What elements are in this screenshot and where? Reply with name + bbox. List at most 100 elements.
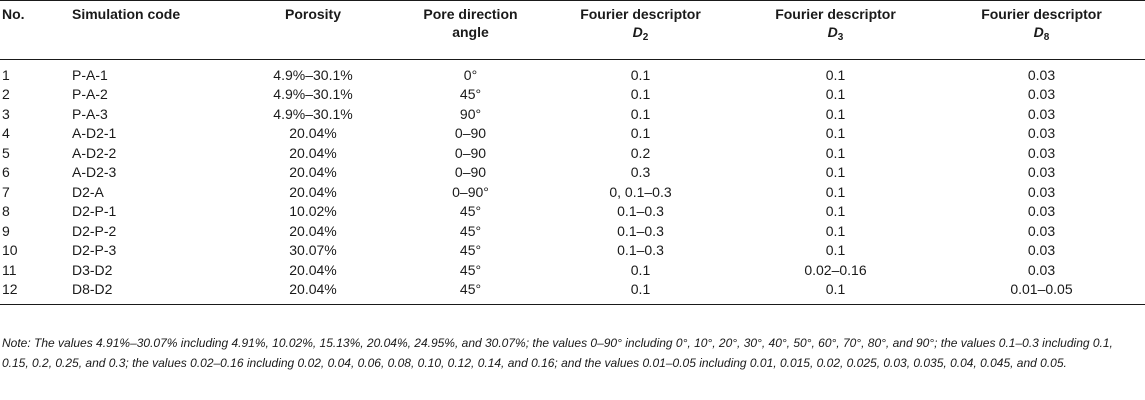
header-fourier-d3-line1: Fourier descriptor (775, 6, 896, 22)
cell-pore-direction-angle: 45° (459, 261, 482, 278)
cell-simulation-code: D8-D2 (72, 280, 113, 297)
header-porosity-label: Porosity (284, 6, 341, 22)
cell-simulation-code: P-A-2 (72, 86, 108, 103)
header-pore-direction-line2: angle (452, 24, 489, 40)
cell-porosity: 20.04% (289, 144, 337, 161)
table-row: 1 P-A-1 4.9%–30.1% 0° 0.1 0.1 0.03 (0, 60, 1145, 85)
cell-porosity: 4.9%–30.1% (273, 67, 353, 84)
cell-fourier-d8: 0.03 (1027, 67, 1056, 84)
cell-fourier-d2: 0.1–0.3 (617, 242, 664, 259)
table-row: 10 D2-P-3 30.07% 45° 0.1–0.3 0.1 0.03 (0, 241, 1145, 261)
cell-fourier-d3: 0.1 (825, 125, 846, 142)
cell-no: 4 (2, 125, 10, 142)
cell-simulation-code: D2-A (72, 183, 104, 200)
cell-fourier-d3: 0.1 (825, 203, 846, 220)
header-pore-direction-angle: Pore direction angle (393, 1, 548, 60)
cell-porosity: 20.04% (289, 125, 337, 142)
cell-fourier-d2: 0.1–0.3 (617, 222, 664, 239)
simulation-table-container: No. Simulation code Porosity Pore direct… (0, 0, 1145, 305)
simulation-parameters-table: No. Simulation code Porosity Pore direct… (0, 0, 1145, 305)
cell-no: 10 (2, 242, 18, 259)
cell-porosity: 20.04% (289, 222, 337, 239)
cell-pore-direction-angle: 90° (459, 105, 482, 122)
cell-porosity: 20.04% (289, 183, 337, 200)
cell-no: 6 (2, 164, 10, 181)
cell-pore-direction-angle: 0–90 (454, 125, 487, 142)
cell-no: 7 (2, 183, 10, 200)
cell-no: 12 (2, 280, 18, 297)
cell-simulation-code: D2-P-1 (72, 203, 117, 220)
header-no: No. (0, 1, 68, 60)
header-porosity: Porosity (233, 1, 393, 60)
cell-pore-direction-angle: 45° (459, 86, 482, 103)
header-fourier-d3-symbol: D3 (827, 24, 844, 43)
cell-porosity: 30.07% (289, 242, 337, 259)
cell-no: 9 (2, 222, 10, 239)
cell-porosity: 4.9%–30.1% (273, 105, 353, 122)
cell-simulation-code: D2-P-2 (72, 222, 117, 239)
table-header: No. Simulation code Porosity Pore direct… (0, 0, 1145, 60)
cell-fourier-d3: 0.1 (825, 164, 846, 181)
table-body: 1 P-A-1 4.9%–30.1% 0° 0.1 0.1 0.03 2 P-A-2 4.9%–3… (0, 60, 1145, 305)
cell-fourier-d8: 0.01–0.05 (1010, 280, 1073, 297)
cell-fourier-d8: 0.03 (1027, 86, 1056, 103)
cell-fourier-d2: 0.1–0.3 (617, 203, 664, 220)
table-row: 11 D3-D2 20.04% 45° 0.1 0.02–0.16 0.03 (0, 260, 1145, 280)
cell-fourier-d3: 0.1 (825, 86, 846, 103)
table-row: 3 P-A-3 4.9%–30.1% 90° 0.1 0.1 0.03 (0, 104, 1145, 124)
cell-fourier-d8: 0.03 (1027, 183, 1056, 200)
cell-pore-direction-angle: 0–90 (454, 164, 487, 181)
cell-fourier-d2: 0.1 (630, 105, 651, 122)
header-simulation-code: Simulation code (68, 1, 233, 60)
header-no-label: No. (2, 6, 25, 22)
cell-no: 3 (2, 105, 10, 122)
cell-pore-direction-angle: 45° (459, 242, 482, 259)
cell-porosity: 10.02% (289, 203, 337, 220)
table-row: 8 D2-P-1 10.02% 45° 0.1–0.3 0.1 0.03 (0, 202, 1145, 222)
header-row: No. Simulation code Porosity Pore direct… (0, 0, 1145, 60)
cell-simulation-code: D2-P-3 (72, 242, 117, 259)
cell-porosity: 20.04% (289, 164, 337, 181)
cell-fourier-d2: 0.1 (630, 261, 651, 278)
header-simulation-code-label: Simulation code (72, 6, 181, 22)
cell-porosity: 20.04% (289, 280, 337, 297)
cell-fourier-d3: 0.1 (825, 105, 846, 122)
cell-fourier-d2: 0.1 (630, 67, 651, 84)
cell-fourier-d2: 0, 0.1–0.3 (609, 183, 672, 200)
header-fourier-d8-symbol: D8 (1033, 24, 1050, 43)
cell-pore-direction-angle: 0–90 (454, 144, 487, 161)
cell-no: 2 (2, 86, 10, 103)
cell-fourier-d2: 0.2 (630, 144, 651, 161)
cell-fourier-d2: 0.1 (630, 86, 651, 103)
cell-fourier-d2: 0.1 (630, 125, 651, 142)
cell-fourier-d8: 0.03 (1027, 261, 1056, 278)
header-fourier-d3: Fourier descriptor D3 (733, 1, 938, 60)
header-fourier-d2-line1: Fourier descriptor (580, 6, 701, 22)
cell-fourier-d3: 0.1 (825, 242, 846, 259)
header-fourier-d2: Fourier descriptor D2 (548, 1, 733, 60)
cell-no: 8 (2, 203, 10, 220)
cell-fourier-d8: 0.03 (1027, 242, 1056, 259)
header-fourier-d8-line1: Fourier descriptor (981, 6, 1102, 22)
table-row: 4 A-D2-1 20.04% 0–90 0.1 0.1 0.03 (0, 124, 1145, 144)
table-row: 12 D8-D2 20.04% 45° 0.1 0.1 0.01–0.05 (0, 280, 1145, 305)
cell-pore-direction-angle: 45° (459, 222, 482, 239)
cell-fourier-d8: 0.03 (1027, 125, 1056, 142)
header-pore-direction-line1: Pore direction (423, 6, 518, 22)
cell-fourier-d3: 0.1 (825, 183, 846, 200)
cell-porosity: 4.9%–30.1% (273, 86, 353, 103)
cell-simulation-code: P-A-3 (72, 105, 108, 122)
cell-simulation-code: A-D2-1 (72, 125, 117, 142)
header-fourier-d2-symbol: D2 (632, 24, 649, 43)
table-row: 7 D2-A 20.04% 0–90° 0, 0.1–0.3 0.1 0.03 (0, 182, 1145, 202)
cell-pore-direction-angle: 0° (463, 67, 478, 84)
cell-porosity: 20.04% (289, 261, 337, 278)
cell-fourier-d3: 0.1 (825, 144, 846, 161)
cell-pore-direction-angle: 45° (459, 203, 482, 220)
cell-pore-direction-angle: 45° (459, 280, 482, 297)
table-row: 5 A-D2-2 20.04% 0–90 0.2 0.1 0.03 (0, 143, 1145, 163)
cell-simulation-code: D3-D2 (72, 261, 113, 278)
cell-fourier-d8: 0.03 (1027, 222, 1056, 239)
cell-fourier-d3: 0.1 (825, 222, 846, 239)
cell-no: 11 (2, 261, 17, 278)
